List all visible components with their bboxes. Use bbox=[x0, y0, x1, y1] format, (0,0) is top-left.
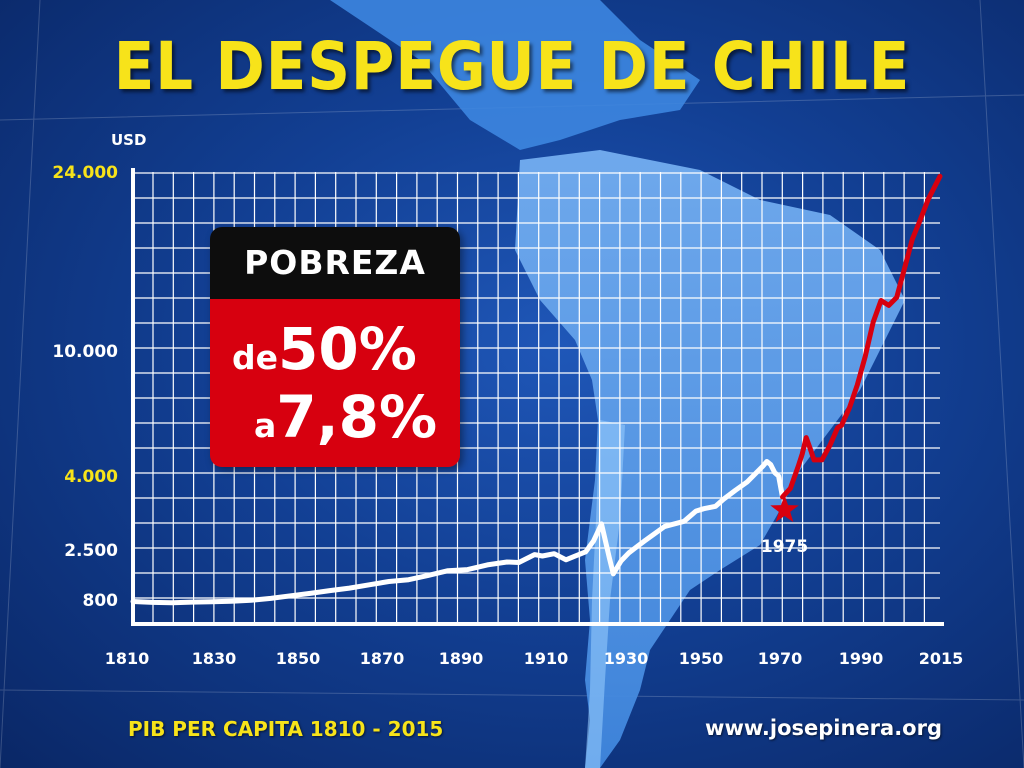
y-axis-unit-label: USD bbox=[111, 131, 147, 149]
x-tick-label: 1810 bbox=[105, 649, 150, 668]
poverty-from-value: 50% bbox=[278, 315, 417, 383]
x-tick-label: 1870 bbox=[360, 649, 405, 668]
x-tick-labels: 1810 1830 1850 1870 1890 1910 1930 1950 1970 1990… bbox=[105, 649, 964, 668]
x-tick-label: 1970 bbox=[758, 649, 803, 668]
poverty-callout: POBREZA de50% a7,8% bbox=[210, 227, 460, 467]
footer-website: www.josepinera.org bbox=[705, 716, 942, 740]
south-america-shape bbox=[515, 150, 905, 768]
page-title: EL DESPEGUE DE CHILE bbox=[113, 28, 911, 105]
chile-highlight-shape bbox=[585, 420, 625, 768]
chart-axes bbox=[131, 168, 944, 626]
x-tick-label: 1910 bbox=[524, 649, 569, 668]
poverty-to-prefix: a bbox=[254, 406, 277, 445]
poverty-body: de50% a7,8% bbox=[210, 299, 460, 467]
series-line-1810-1975 bbox=[130, 459, 785, 606]
poverty-from-line: de50% bbox=[232, 315, 417, 383]
poverty-to-line: a7,8% bbox=[254, 383, 437, 451]
north-america-shape bbox=[330, 0, 700, 150]
poverty-from-prefix: de bbox=[232, 338, 279, 377]
star-marker-icon bbox=[770, 495, 799, 523]
chart-series bbox=[130, 173, 943, 606]
x-tick-label: 2015 bbox=[919, 649, 964, 668]
x-tick-label: 1950 bbox=[679, 649, 724, 668]
footer-subtitle: PIB PER CAPITA 1810 - 2015 bbox=[128, 717, 444, 741]
y-tick-label: 4.000 bbox=[64, 467, 118, 487]
series-line-1975-2015 bbox=[780, 173, 943, 500]
y-tick-label: 2.500 bbox=[64, 541, 118, 561]
poverty-header: POBREZA bbox=[210, 227, 460, 299]
poverty-to-value: 7,8% bbox=[276, 383, 438, 451]
x-tick-label: 1890 bbox=[439, 649, 484, 668]
y-tick-label: 10.000 bbox=[52, 342, 118, 362]
x-tick-label: 1830 bbox=[192, 649, 237, 668]
y-tick-labels: 800 2.500 4.000 10.000 24.000 bbox=[52, 163, 118, 611]
annotation-1975-label: 1975 bbox=[761, 537, 808, 557]
x-tick-label: 1930 bbox=[604, 649, 649, 668]
x-tick-label: 1990 bbox=[839, 649, 884, 668]
y-tick-label: 24.000 bbox=[52, 163, 118, 183]
y-tick-label: 800 bbox=[83, 591, 119, 611]
x-tick-label: 1850 bbox=[276, 649, 321, 668]
chart-annotations: 1975 bbox=[761, 495, 808, 557]
